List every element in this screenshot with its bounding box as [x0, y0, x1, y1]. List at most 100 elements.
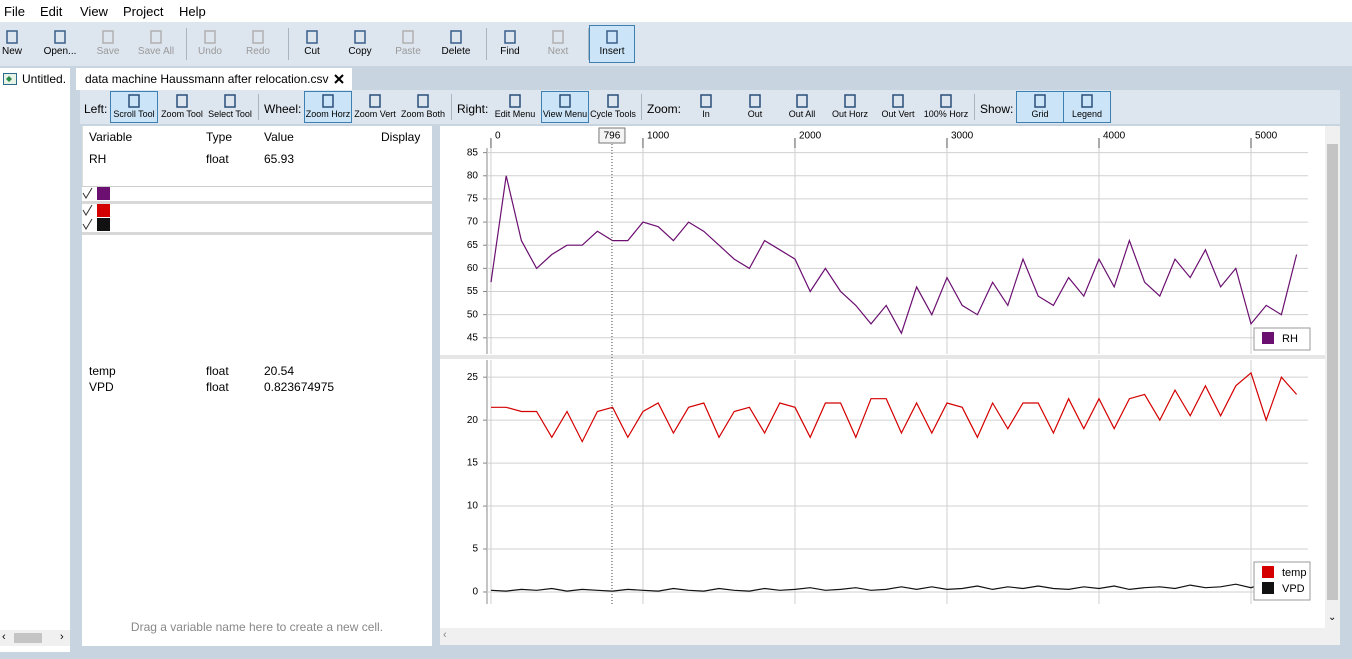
tool-button[interactable]: 100% Horz — [922, 91, 970, 123]
horizontal-scrollbar[interactable]: ‹ — [440, 628, 1340, 645]
button-label: Grid — [1031, 109, 1049, 119]
group-label: Zoom: — [647, 102, 682, 116]
button-label: Paste — [395, 46, 421, 57]
sidebar-scrollbar[interactable]: ‹ › — [0, 630, 70, 646]
button-label: Out All — [788, 109, 816, 119]
toolbar-button[interactable]: Cut — [289, 25, 335, 63]
y-tick-label: 5 — [472, 544, 478, 555]
separator — [641, 94, 642, 120]
close-tab[interactable] — [334, 74, 344, 84]
column-header: Display — [381, 130, 421, 144]
x-tick-label: 3000 — [951, 131, 974, 142]
tool-button[interactable]: Out Horz — [826, 91, 874, 123]
toolbar-button[interactable]: Delete — [433, 25, 479, 63]
cell-text: float — [206, 152, 229, 166]
y-tick-label: 70 — [467, 217, 479, 228]
toolbar-button[interactable]: Next — [535, 25, 581, 63]
button-icon — [322, 94, 334, 108]
button-icon — [450, 30, 462, 44]
button-label: Out Horz — [831, 109, 868, 119]
toolbar-button[interactable]: Undo — [187, 25, 233, 63]
toolbar-button[interactable]: Open... — [37, 25, 83, 63]
group-label: Wheel: — [264, 102, 302, 116]
cell-text: float — [206, 364, 229, 378]
tool-button[interactable]: Zoom Tool — [158, 91, 206, 123]
button-label: In — [702, 109, 710, 119]
button-label: Scroll Tool — [113, 109, 155, 119]
toolbar-button[interactable]: Redo — [235, 25, 281, 63]
main-toolbar: New Open... Save Save All Undo Redo Cut Copy Pas… — [0, 22, 1352, 66]
button-icon — [892, 94, 904, 108]
button-label: Edit Menu — [494, 109, 536, 119]
button-icon — [417, 94, 429, 108]
button-icon — [940, 94, 952, 108]
toolbar-button[interactable]: Copy — [337, 25, 383, 63]
button-icon — [552, 30, 564, 44]
y-tick-label: 10 — [467, 501, 479, 512]
menu-item[interactable]: Help — [179, 4, 206, 19]
tool-button[interactable]: Edit Menu — [491, 91, 539, 123]
button-icon — [700, 94, 712, 108]
column-header: Type — [206, 130, 233, 144]
button-label: Find — [500, 46, 520, 57]
x-tick-label: 0 — [495, 131, 501, 142]
button-icon — [369, 94, 381, 108]
tool-button[interactable]: Out All — [778, 91, 826, 123]
data-line — [490, 175, 1298, 335]
sidebar-item[interactable]: Untitled. — [22, 72, 67, 86]
menu-item[interactable]: File — [4, 4, 25, 19]
legend-label: temp — [1282, 567, 1306, 579]
display-toggle[interactable] — [82, 204, 112, 218]
menu-item[interactable]: View — [80, 4, 108, 19]
tool-button[interactable]: Cycle Tools — [589, 91, 637, 123]
tool-button[interactable]: Scroll Tool — [110, 91, 158, 123]
menu-bar: File Edit View Project Help — [0, 0, 1352, 22]
separator — [486, 28, 487, 60]
separator — [258, 94, 259, 120]
column-header: Variable — [89, 130, 133, 144]
tool-button[interactable]: Zoom Both — [399, 91, 447, 123]
document-tab[interactable]: data machine Haussmann after relocation.… — [76, 68, 352, 90]
separator — [974, 94, 975, 120]
y-tick-label: 50 — [467, 309, 479, 320]
separator — [451, 94, 452, 120]
toolbar-button[interactable]: Save — [85, 25, 131, 63]
menu-item[interactable]: Project — [123, 4, 164, 19]
tool-button[interactable]: View Menu — [541, 91, 589, 123]
tool-button[interactable]: Legend — [1063, 91, 1111, 123]
button-icon — [559, 94, 571, 108]
y-tick-label: 60 — [467, 263, 479, 274]
button-icon — [606, 30, 618, 44]
button-label: Select Tool — [208, 109, 252, 119]
tool-button[interactable]: In — [682, 91, 730, 123]
display-toggle[interactable] — [82, 218, 112, 232]
panel-divider — [440, 355, 1325, 359]
button-icon — [128, 94, 140, 108]
toolbar-button[interactable]: Insert — [589, 25, 635, 63]
button-icon — [1081, 94, 1093, 108]
button-label: Open... — [43, 46, 77, 57]
toolbar-button[interactable]: Paste — [385, 25, 431, 63]
toolbar-button[interactable]: Save All — [133, 25, 179, 63]
data-line — [491, 371, 1298, 443]
tool-button[interactable]: Zoom Vert — [351, 91, 399, 123]
button-label: Legend — [1071, 109, 1103, 119]
menu-item[interactable]: Edit — [40, 4, 63, 19]
vertical-scrollbar[interactable]: ⌄ — [1325, 126, 1340, 628]
cursor-label: 796 — [604, 131, 621, 142]
toolbar-button[interactable]: Find — [487, 25, 533, 63]
drop-hint: Drag a variable name here to create a ne… — [130, 620, 384, 634]
tool-button[interactable]: Select Tool — [206, 91, 254, 123]
tool-button[interactable]: Out Vert — [874, 91, 922, 123]
toolbar-button[interactable]: New — [0, 25, 35, 63]
button-label: New — [1, 46, 22, 57]
display-toggle[interactable] — [82, 187, 112, 201]
cell-text: VPD — [89, 380, 114, 394]
tool-button[interactable]: Out — [731, 91, 779, 123]
button-icon — [176, 94, 188, 108]
tab-title: data machine Haussmann after relocation.… — [85, 72, 329, 86]
tool-button[interactable]: Grid — [1016, 91, 1064, 123]
tool-button[interactable]: Zoom Horz — [304, 91, 352, 123]
column-divider — [82, 146, 83, 166]
